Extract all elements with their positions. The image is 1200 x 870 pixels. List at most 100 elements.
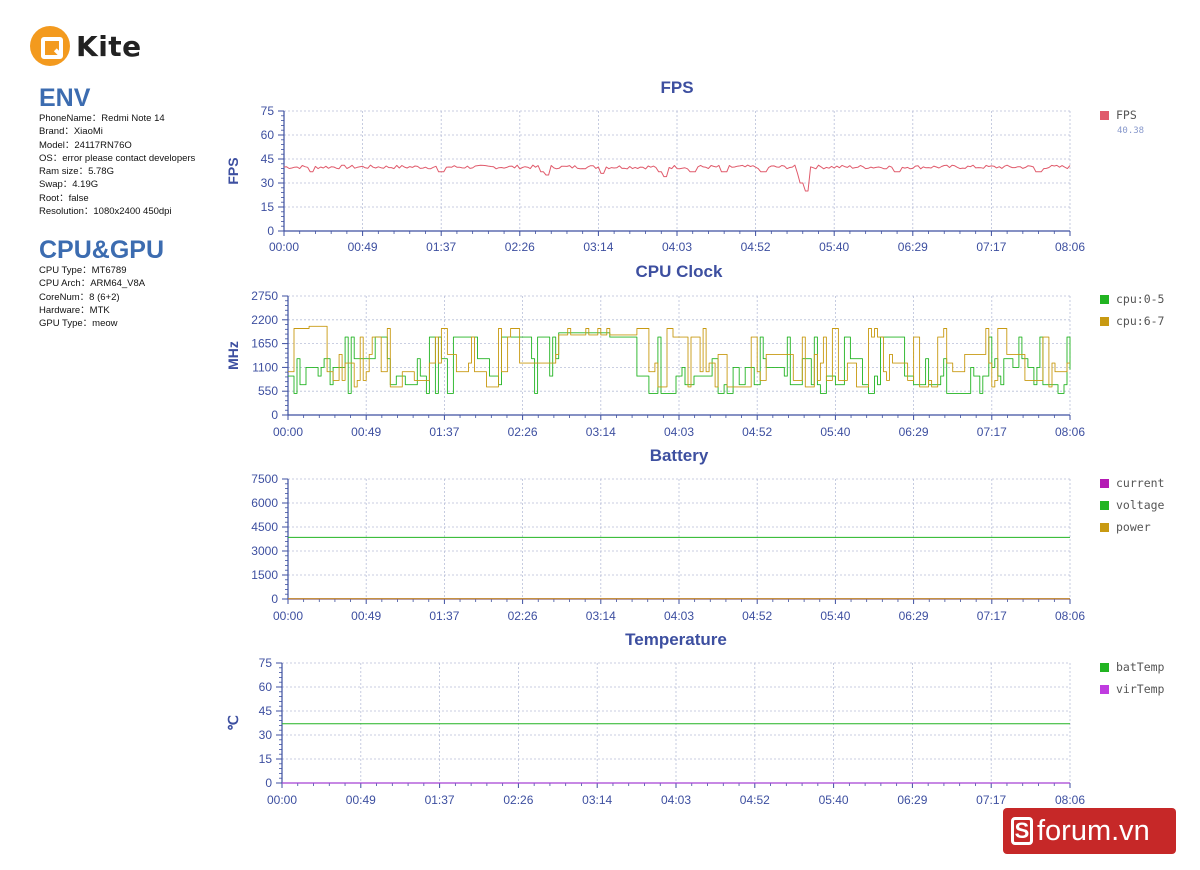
x-tick-label: 02:26 (505, 240, 535, 254)
cpugpu-panel: CPU&GPU CPU Type：MT6789 CPU Arch：ARM64_V… (39, 236, 229, 330)
x-tick-label: 04:03 (664, 609, 694, 623)
watermark-logo-mark: S (1011, 817, 1033, 845)
cpugpu-row: GPU Type：meow (39, 318, 118, 330)
x-tick-label: 04:52 (742, 425, 772, 439)
legend-swatch (1100, 295, 1109, 304)
x-tick-label: 00:49 (351, 425, 381, 439)
x-tick-label: 04:52 (742, 609, 772, 623)
env-title: ENV (39, 84, 91, 112)
x-tick-label: 00:00 (267, 793, 297, 807)
chart-cpu-clock: CPU Clock 00:00 00:49 01:37 02:26 03:14 04:03 0… (225, 262, 1165, 439)
y-tick-label: 7500 (251, 472, 278, 486)
y-tick-label: 3000 (251, 544, 278, 558)
forum-watermark: S forum.vn (1003, 808, 1176, 854)
series-line-cpu-0-5 (288, 332, 1071, 394)
x-tick-label: 00:00 (269, 240, 299, 254)
x-tick-label: 07:17 (977, 425, 1007, 439)
kite-logo-icon (30, 26, 70, 66)
legend-swatch (1100, 479, 1109, 488)
x-tick-label: 04:03 (664, 425, 694, 439)
cpugpu-title: CPU&GPU (39, 236, 165, 264)
y-tick-label: 0 (271, 408, 278, 422)
chart-title: Temperature (625, 630, 727, 649)
y-tick-label: 1500 (251, 568, 278, 582)
env-row: OS：error please contact developers (39, 152, 196, 164)
y-tick-label: 30 (261, 176, 275, 190)
env-row: Model：24117RN76O (39, 139, 132, 151)
y-tick-label: 0 (265, 776, 272, 790)
chart-title: FPS (660, 78, 693, 97)
x-tick-label: 05:40 (819, 793, 849, 807)
y-tick-label: 15 (259, 752, 273, 766)
series-line-cpu-6-7 (288, 325, 1070, 388)
x-tick-label: 06:29 (898, 240, 928, 254)
env-panel: ENV PhoneName：Redmi Note 14 Brand：XiaoMi… (39, 84, 229, 218)
y-axis-label: ℃ (225, 715, 241, 731)
legend-label: current (1116, 476, 1164, 490)
legend-swatch (1100, 317, 1109, 326)
chart-temperature: Temperature 00:00 00:49 01:37 02:26 03:14 04:0… (225, 630, 1165, 807)
x-tick-label: 04:52 (740, 793, 770, 807)
y-axis-label: FPS (225, 157, 241, 184)
x-tick-label: 00:49 (348, 240, 378, 254)
x-tick-label: 03:14 (586, 609, 616, 623)
x-tick-label: 07:17 (976, 240, 1006, 254)
legend-label: batTemp (1116, 660, 1165, 674)
x-tick-label: 01:37 (429, 609, 459, 623)
env-row: Swap：4.19G (39, 179, 99, 191)
x-tick-label: 05:40 (820, 609, 850, 623)
x-tick-label: 03:14 (586, 425, 616, 439)
y-tick-label: 45 (261, 152, 275, 166)
x-tick-label: 06:29 (899, 425, 929, 439)
legend-swatch (1100, 501, 1109, 510)
env-row: Resolution：1080x2400 450dpi (39, 206, 172, 218)
y-tick-label: 0 (267, 224, 274, 238)
x-tick-label: 00:49 (346, 793, 376, 807)
x-tick-label: 04:52 (741, 240, 771, 254)
series-line-fps (283, 164, 1071, 192)
env-row: Root：false (39, 192, 89, 204)
legend-swatch (1100, 523, 1109, 532)
x-tick-label: 01:37 (426, 240, 456, 254)
chart-title: Battery (650, 446, 709, 465)
x-tick-label: 07:17 (976, 793, 1006, 807)
x-tick-label: 06:29 (897, 793, 927, 807)
y-tick-label: 1100 (252, 360, 278, 374)
legend-label: cpu:0-5 (1116, 292, 1164, 306)
x-tick-label: 05:40 (819, 240, 849, 254)
legend-label: virTemp (1116, 682, 1165, 696)
app-name: Kite (76, 29, 142, 63)
cpugpu-row: CoreNum：8 (6+2) (39, 291, 120, 303)
y-tick-label: 2750 (251, 289, 278, 303)
cpugpu-row: Hardware：MTK (39, 304, 110, 316)
y-tick-label: 75 (259, 656, 273, 670)
y-tick-label: 4500 (251, 520, 278, 534)
x-tick-label: 02:26 (508, 609, 538, 623)
x-tick-label: 03:14 (583, 240, 613, 254)
x-tick-label: 03:14 (582, 793, 612, 807)
env-row: Brand：XiaoMi (39, 126, 103, 138)
x-tick-label: 08:06 (1055, 793, 1085, 807)
y-tick-label: 45 (259, 704, 273, 718)
y-tick-label: 0 (271, 592, 278, 606)
y-tick-label: 75 (261, 104, 275, 118)
legend-swatch (1100, 111, 1109, 120)
y-tick-label: 2200 (251, 313, 278, 327)
legend-label: FPS (1116, 108, 1137, 122)
y-tick-label: 6000 (251, 496, 278, 510)
x-tick-label: 04:03 (661, 793, 691, 807)
x-tick-label: 08:06 (1055, 240, 1085, 254)
y-tick-label: 1650 (251, 337, 278, 351)
x-tick-label: 05:40 (820, 425, 850, 439)
y-tick-label: 60 (261, 128, 275, 142)
legend-swatch (1100, 663, 1109, 672)
legend-label: voltage (1116, 498, 1165, 512)
env-row: PhoneName：Redmi Note 14 (39, 113, 165, 124)
x-tick-label: 02:26 (503, 793, 533, 807)
legend-label: cpu:6-7 (1116, 314, 1165, 328)
legend-swatch (1100, 685, 1109, 694)
y-tick-label: 550 (258, 384, 278, 398)
y-tick-label: 15 (261, 200, 275, 214)
x-tick-label: 08:06 (1055, 609, 1085, 623)
